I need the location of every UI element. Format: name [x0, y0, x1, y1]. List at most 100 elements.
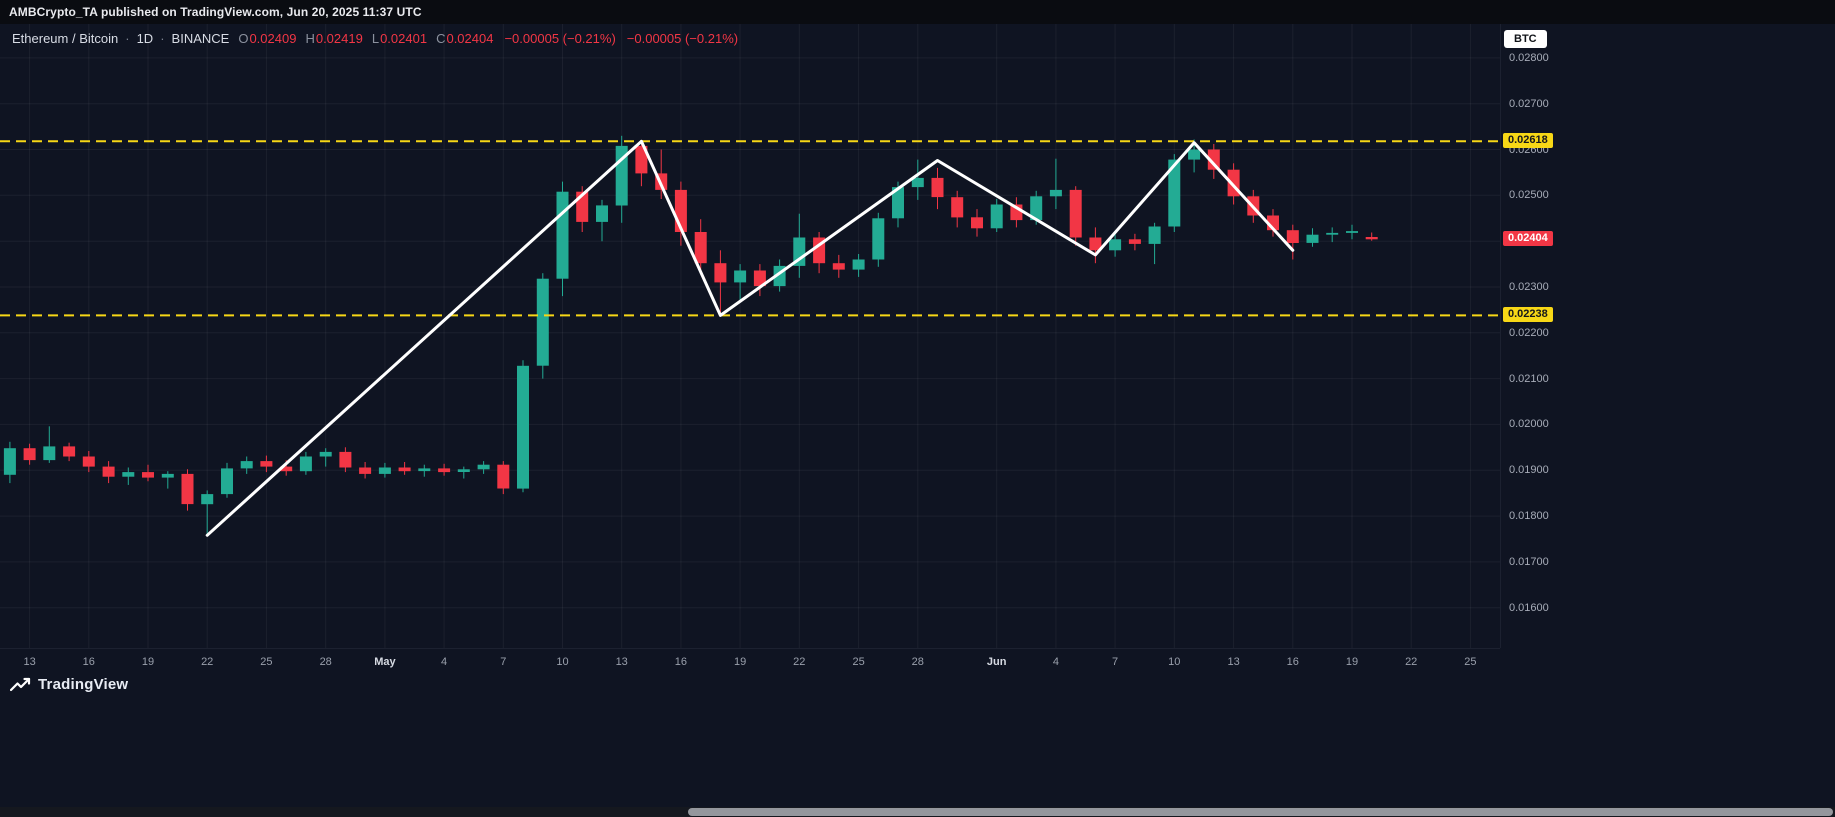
- candle-body: [181, 473, 194, 505]
- candle-body: [1326, 232, 1339, 235]
- candle-body: [931, 177, 944, 198]
- candle-body: [635, 145, 648, 174]
- candle-body: [1207, 149, 1220, 170]
- price-scale-label: 0.02300: [1509, 280, 1549, 293]
- time-scale-label: 25: [852, 656, 865, 668]
- candle-body: [1286, 230, 1299, 243]
- time-scale-label: 19: [1345, 656, 1359, 668]
- candle-body: [161, 473, 174, 478]
- candle-body: [1109, 239, 1122, 251]
- time-scale-label: 28: [319, 656, 332, 668]
- candle-body: [63, 446, 76, 457]
- candle-body: [852, 259, 865, 270]
- time-scale-label: May: [374, 656, 396, 668]
- tradingview-wordmark: TradingView: [38, 676, 129, 693]
- candle-body: [457, 469, 470, 472]
- time-scale-label: 25: [260, 656, 273, 668]
- candle-body: [517, 365, 529, 489]
- ohlc-close: C0.02404: [436, 31, 494, 46]
- candle-body: [221, 468, 233, 495]
- candle-body: [951, 197, 964, 218]
- interval-label: 1D: [136, 31, 154, 46]
- candle-body: [319, 451, 332, 457]
- time-scale-label: 10: [1168, 656, 1181, 668]
- price-scale-label: 0.02800: [1509, 51, 1549, 64]
- candle-body: [398, 467, 411, 472]
- candle-body: [753, 270, 766, 287]
- candle-body: [3, 448, 16, 475]
- price-scale-label: 0.01700: [1509, 555, 1549, 568]
- time-scale-label: 19: [733, 656, 747, 668]
- candle-body: [43, 446, 56, 461]
- candle-body: [339, 451, 352, 468]
- change-absolute: −0.00005 (−0.21%): [504, 31, 616, 46]
- chart-plot[interactable]: [0, 24, 1500, 648]
- candle-body: [438, 468, 451, 473]
- candle-body: [1346, 231, 1358, 233]
- time-scale-label: 25: [1464, 656, 1477, 668]
- level-price-tag: 0.02238: [1503, 307, 1553, 323]
- price-scale-label: 0.01900: [1509, 464, 1549, 477]
- price-scale-label: 0.02000: [1509, 418, 1549, 431]
- candle-body: [911, 177, 924, 188]
- time-axis[interactable]: 13 16 19 22 25 28 May 4 7 10 13 16 19 22 25 28 Jun 4 7 10 13…: [0, 648, 1500, 677]
- currency-unit-button[interactable]: BTC: [1504, 30, 1547, 48]
- time-scale-label: Jun: [986, 656, 1007, 668]
- candle-body: [990, 204, 1003, 229]
- candle-body: [23, 448, 36, 461]
- time-scale-label: 4: [441, 656, 448, 668]
- separator-dot: ·: [160, 31, 165, 46]
- candle-body: [102, 466, 115, 477]
- last-price-tag: 0.02404: [1503, 231, 1553, 247]
- time-scale-label: 16: [82, 656, 95, 668]
- time-scale-label: 22: [201, 656, 214, 668]
- price-scale-label: 0.02500: [1509, 189, 1549, 202]
- candle-body: [1188, 149, 1201, 160]
- candle-body: [556, 191, 569, 279]
- candle-body: [1069, 189, 1082, 238]
- level-price-tag: 0.02618: [1503, 133, 1553, 149]
- ohlc-high: H0.02419: [305, 31, 363, 46]
- time-scale-label: 7: [1112, 656, 1119, 668]
- candle-body: [378, 467, 391, 474]
- candle-body: [832, 263, 845, 270]
- horizontal-scrollbar-thumb[interactable]: [688, 808, 1833, 816]
- price-axis[interactable]: 0.028000.027000.026000.025000.024000.023…: [1500, 24, 1563, 648]
- candle-body: [418, 468, 431, 472]
- candlestick-chart-canvas: [0, 24, 1500, 648]
- candle-body: [299, 456, 312, 472]
- candle-body: [1365, 237, 1378, 240]
- candle-body: [1168, 159, 1181, 227]
- candle-body: [596, 205, 608, 222]
- attribution-text: AMBCrypto_TA published on TradingView.co…: [9, 5, 422, 19]
- time-scale-label: 22: [793, 656, 806, 668]
- candle-body: [971, 217, 983, 229]
- candle-body: [497, 464, 510, 489]
- candle-body: [240, 461, 253, 469]
- candle-body: [280, 466, 293, 472]
- ohlc-low: L0.02401: [371, 31, 428, 46]
- time-scale-label: 4: [1052, 656, 1059, 668]
- candle-body: [359, 467, 372, 474]
- symbol-header: Ethereum / Bitcoin · 1D · BINANCE O0.024…: [12, 31, 738, 46]
- candle-body: [201, 494, 214, 505]
- time-scale-label: 13: [615, 656, 628, 668]
- grid-lines: [0, 24, 1500, 648]
- price-scale-label: 0.01800: [1509, 510, 1549, 523]
- change-percent: −0.00005 (−0.21%): [626, 31, 739, 46]
- price-scale-label: 0.02200: [1509, 326, 1549, 339]
- candle-body: [1128, 239, 1141, 244]
- zigzag-trendline: [205, 139, 1295, 537]
- candle-body: [260, 461, 273, 467]
- candle-body: [714, 263, 727, 283]
- separator-dot: ·: [125, 31, 130, 46]
- horizontal-scrollbar-track: [0, 807, 1835, 817]
- candle-body: [142, 472, 154, 478]
- ohlc-open: O0.02409: [238, 31, 297, 46]
- time-scale-label: 19: [141, 656, 155, 668]
- time-scale-label: 28: [911, 656, 924, 668]
- attribution-bar: AMBCrypto_TA published on TradingView.co…: [0, 0, 1835, 24]
- candle-body: [82, 456, 95, 467]
- tradingview-footer-link[interactable]: TradingView: [10, 676, 128, 693]
- candlestick-series: [3, 135, 1378, 536]
